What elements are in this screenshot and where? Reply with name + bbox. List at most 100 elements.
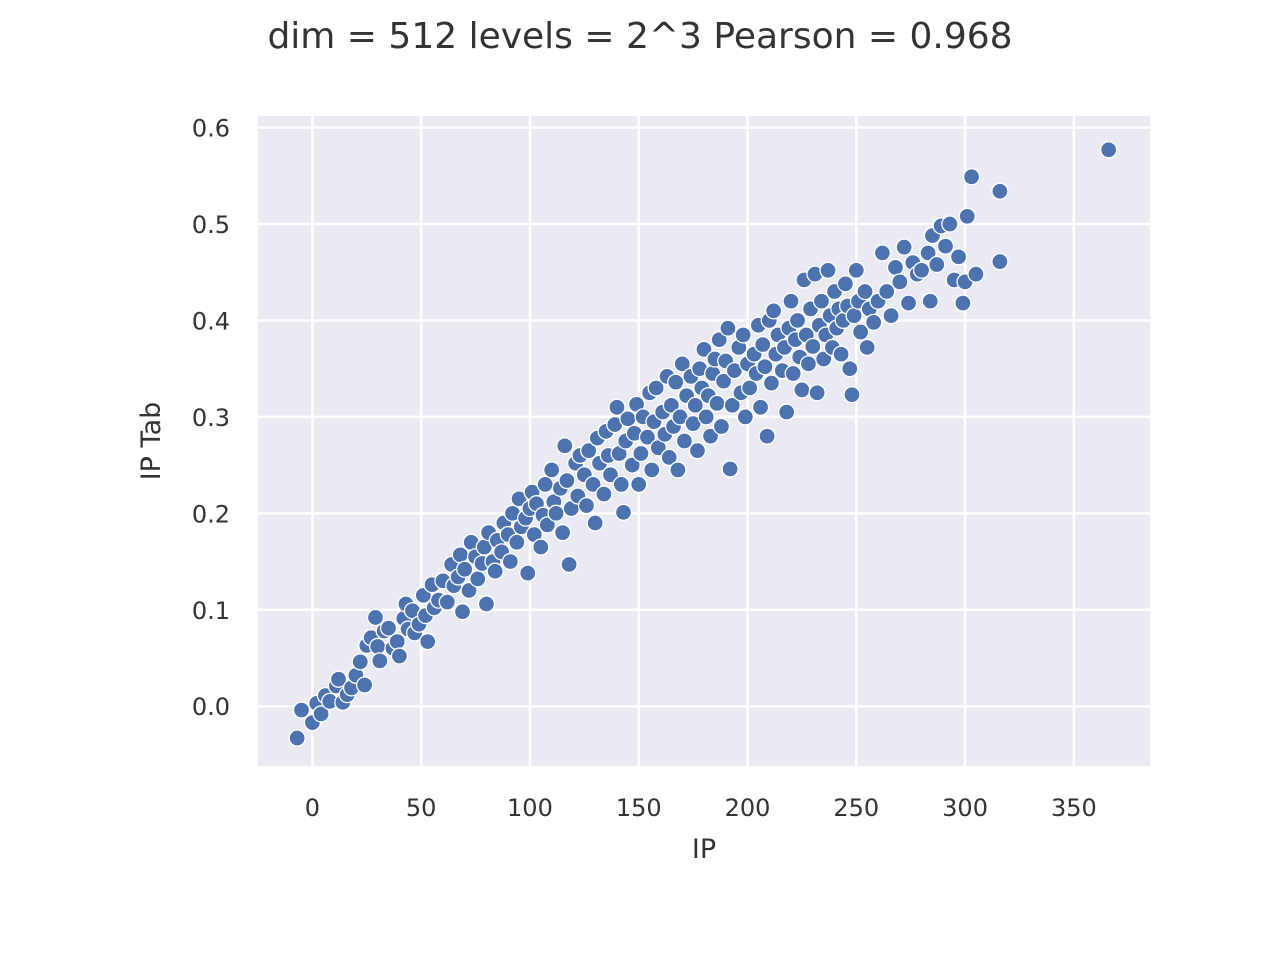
data-point [697, 408, 715, 426]
data-point [580, 441, 598, 460]
x-tick-label: 300 [942, 794, 988, 822]
data-point [662, 396, 681, 414]
data-point [764, 302, 783, 320]
data-point [486, 562, 504, 580]
data-point [891, 273, 909, 291]
data-point [756, 358, 774, 376]
x-tick-label: 100 [507, 794, 553, 822]
data-point [843, 386, 861, 404]
data-point [451, 546, 469, 564]
data-point [856, 282, 874, 301]
data-point [643, 461, 661, 479]
data-point [723, 396, 741, 414]
data-point [851, 323, 870, 341]
data-point [762, 374, 781, 392]
data-point [754, 335, 772, 354]
data-point [632, 444, 650, 463]
data-point [954, 294, 972, 312]
data-point [558, 471, 576, 490]
data-point [695, 340, 713, 359]
data-point [553, 523, 572, 542]
data-point [456, 560, 474, 578]
data-point [675, 432, 694, 450]
data-point [595, 485, 613, 503]
data-point [799, 355, 818, 373]
data-point [1100, 141, 1118, 159]
data-point [812, 292, 831, 310]
data-point [619, 410, 637, 428]
data-point [686, 396, 704, 414]
x-tick-label: 50 [406, 794, 437, 822]
data-point [543, 461, 561, 479]
data-point [355, 676, 374, 694]
data-point [538, 516, 557, 534]
data-point [608, 398, 626, 416]
data-point [819, 261, 837, 279]
data-point [804, 337, 822, 356]
data-point [899, 294, 918, 312]
data-point [688, 441, 707, 460]
data-point [586, 514, 604, 532]
data-point [886, 258, 905, 277]
tick-labels: 0 50 100 150 200 250 300 350 0.0 0.1 0.2 0.3 0.4 0.5 0… [192, 115, 1097, 822]
data-point [708, 394, 726, 413]
data-point [547, 504, 565, 522]
data-point [601, 466, 620, 484]
data-point [532, 538, 550, 556]
data-point [928, 255, 946, 274]
data-point [366, 608, 385, 627]
x-tick-label: 350 [1051, 794, 1097, 822]
data-point [647, 379, 665, 397]
x-axis-label: IP [692, 834, 716, 865]
data-point [477, 595, 496, 613]
data-point [782, 292, 800, 310]
y-tick-label: 0.3 [192, 404, 230, 432]
data-point [895, 238, 913, 256]
data-point [638, 428, 657, 446]
data-point [736, 408, 754, 426]
data-point [912, 261, 931, 279]
data-point [858, 338, 876, 357]
data-point [967, 265, 985, 283]
x-tick-label: 200 [725, 794, 771, 822]
chart-title: dim = 512 levels = 2^3 Pearson = 0.968 [267, 16, 1012, 57]
data-point [292, 701, 311, 719]
data-point [501, 552, 520, 571]
data-point [388, 632, 406, 651]
data-point [712, 417, 731, 436]
data-point [882, 306, 900, 325]
data-point [719, 319, 737, 337]
y-tick-label: 0.0 [192, 693, 230, 721]
data-point [701, 427, 720, 445]
data-point [329, 670, 348, 688]
x-tick-label: 0 [305, 794, 320, 822]
data-point [958, 207, 976, 225]
data-point [369, 637, 387, 656]
data-point [962, 168, 981, 186]
data-point [778, 403, 796, 421]
data-point [460, 581, 478, 600]
data-point [714, 372, 733, 390]
y-tick-label: 0.4 [192, 307, 230, 335]
data-point [660, 448, 678, 467]
data-point [921, 292, 939, 310]
data-point [788, 311, 807, 330]
data-point [845, 306, 863, 325]
data-point [710, 331, 728, 349]
data-point [667, 373, 685, 391]
y-axis-label: IP Tab [136, 402, 167, 481]
data-point [815, 350, 833, 368]
data-point [312, 705, 330, 723]
data-point [991, 252, 1009, 271]
data-point [669, 461, 687, 479]
data-point [379, 619, 398, 637]
data-point [584, 475, 602, 494]
data-point [519, 564, 537, 582]
data-point [836, 275, 855, 293]
data-point [536, 475, 554, 494]
data-point [469, 570, 487, 588]
y-tick-label: 0.2 [192, 500, 230, 528]
y-tick-label: 0.1 [192, 597, 230, 625]
data-point [614, 503, 633, 522]
data-point [734, 326, 752, 344]
